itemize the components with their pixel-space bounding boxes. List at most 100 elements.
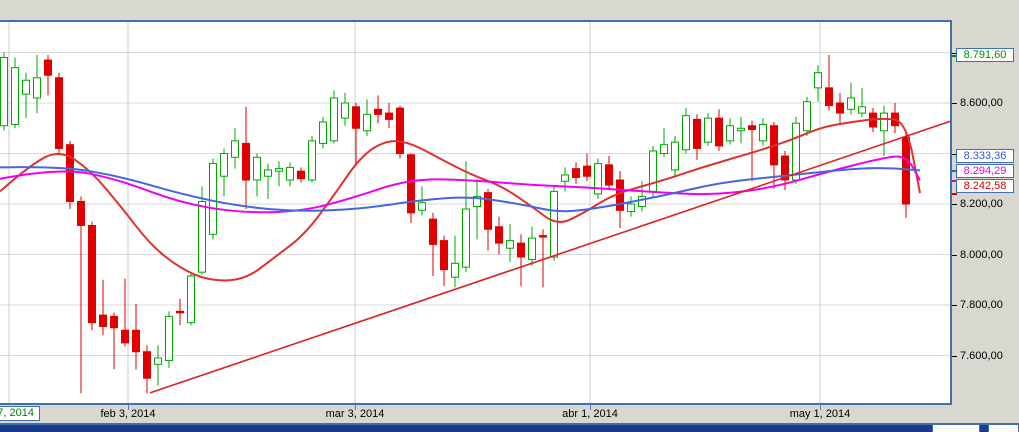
candle <box>693 114 701 160</box>
candle <box>132 303 140 370</box>
candle <box>11 57 19 129</box>
trendline[interactable] <box>149 120 950 394</box>
candle <box>44 55 52 96</box>
candle <box>539 229 547 288</box>
candle <box>121 278 129 347</box>
bottom-panel-edge <box>0 425 1019 432</box>
candle <box>242 106 250 210</box>
candle <box>462 161 470 273</box>
y-axis-label: 8.200,00 <box>960 198 1003 210</box>
candle <box>451 235 459 288</box>
price-marker-tick <box>952 55 957 57</box>
candle <box>220 148 228 197</box>
y-axis-tick <box>952 204 957 205</box>
y-axis-label: 8.600,00 <box>960 97 1003 109</box>
candle <box>770 121 778 189</box>
date-marker-box: 7, 2014 <box>0 406 40 421</box>
candle <box>715 109 723 151</box>
candle <box>165 311 173 369</box>
candle <box>891 103 899 134</box>
trendline-layer[interactable] <box>149 120 950 394</box>
candle <box>330 90 338 144</box>
candle <box>66 140 74 210</box>
candle <box>22 72 30 119</box>
price-marker-tick <box>952 193 957 195</box>
candle <box>825 55 833 111</box>
price-marker-box: 8.294,29 <box>956 164 1014 178</box>
x-axis-tick <box>355 405 356 410</box>
top-margin <box>0 0 1019 20</box>
price-chart-svg[interactable] <box>0 22 950 403</box>
candle <box>154 345 162 386</box>
price-marker-tick <box>952 170 957 172</box>
price-marker-box: 8.242,58 <box>956 179 1014 193</box>
candle <box>429 212 437 276</box>
candle <box>352 103 360 167</box>
candle <box>682 108 690 154</box>
grid-layer <box>0 22 950 403</box>
candle <box>33 55 41 114</box>
ma-slow-blue <box>0 166 921 213</box>
candle <box>726 118 734 145</box>
y-axis-tick <box>952 356 957 357</box>
x-axis-label: feb 3, 2014 <box>100 408 156 420</box>
candle <box>594 158 602 199</box>
candle <box>803 96 811 136</box>
candle <box>143 345 151 394</box>
candles-layer <box>0 52 910 394</box>
y-axis-tick <box>952 255 957 256</box>
y-axis-tick <box>952 103 957 104</box>
y-axis-tick <box>952 305 957 306</box>
candle <box>902 130 910 218</box>
candle <box>660 128 668 158</box>
y-axis-tick <box>952 53 957 54</box>
candle <box>319 116 327 149</box>
candle <box>517 234 525 287</box>
plot-area[interactable] <box>0 20 952 405</box>
candle <box>77 196 85 394</box>
candle <box>550 186 558 261</box>
candle <box>473 178 481 240</box>
candle <box>88 221 96 331</box>
candle <box>880 105 888 157</box>
candle <box>176 298 184 326</box>
candle <box>407 153 415 223</box>
candle <box>814 65 822 102</box>
price-marker-box: 8.791,60 <box>956 48 1014 62</box>
candle <box>561 167 569 192</box>
candle <box>737 116 745 144</box>
candle <box>99 279 107 336</box>
x-axis-tick <box>820 405 821 410</box>
candle <box>231 128 239 169</box>
candle <box>583 153 591 182</box>
candle <box>440 235 448 287</box>
candle <box>209 158 217 240</box>
candle <box>627 196 635 217</box>
candle <box>396 105 404 159</box>
candle <box>198 186 206 275</box>
candle <box>110 312 118 370</box>
y-axis-label: 7.600,00 <box>960 350 1003 362</box>
candle <box>704 113 712 146</box>
x-axis-label: mar 3, 2014 <box>325 408 385 420</box>
candle <box>374 95 382 124</box>
price-axis: 8.600,00 8.200,00 8.000,00 7.800,00 7.600,00… <box>952 0 1019 423</box>
price-marker-box: 8.333,36 <box>956 149 1014 163</box>
time-axis: 7, 2014 feb 3, 2014 mar 3, 2014 abr 1, 201… <box>0 405 1019 423</box>
candle <box>341 92 349 126</box>
ma-medium-magenta <box>0 155 921 214</box>
candle <box>748 120 756 182</box>
candle <box>616 171 624 228</box>
candle <box>297 167 305 183</box>
candle <box>275 161 283 187</box>
candle <box>605 156 613 191</box>
candle <box>836 92 844 124</box>
candle <box>363 99 371 136</box>
candle <box>187 272 195 326</box>
bottom-divider <box>0 423 1019 425</box>
candle <box>385 103 393 129</box>
moving-averages-layer <box>0 117 921 282</box>
y-axis-tick <box>952 154 957 155</box>
bottom-right-box-2 <box>988 424 1019 432</box>
